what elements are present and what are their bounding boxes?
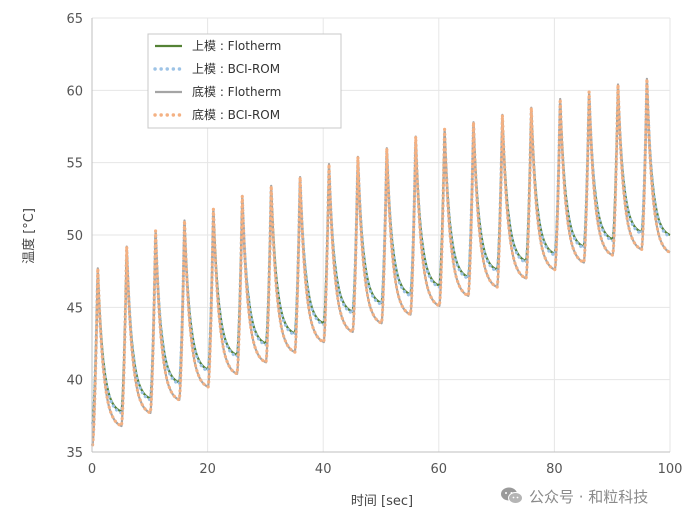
y-tick-label: 35	[66, 446, 83, 461]
legend-label-2: 上模 : BCI-ROM	[192, 62, 280, 76]
wechat-icon	[500, 486, 524, 506]
chart-axes	[91, 18, 670, 453]
y-tick-label: 45	[66, 301, 83, 316]
y-tick-label: 55	[66, 157, 83, 172]
chart-ticks: 0 20 40 60 80 100 35 40 45 50 55 60 65	[66, 12, 682, 477]
x-tick-label: 100	[658, 462, 683, 477]
x-tick-label: 20	[199, 462, 216, 477]
legend-label-4: 底模 : BCI-ROM	[192, 107, 280, 122]
watermark-text: 公众号 · 和粒科技	[529, 487, 649, 506]
y-axis-title: 温度 [°C]	[21, 208, 37, 264]
chart-series	[91, 77, 672, 447]
x-axis-title: 时间 [sec]	[351, 494, 413, 509]
y-tick-label: 50	[66, 229, 83, 244]
y-tick-label: 60	[66, 84, 83, 99]
series-line-2	[91, 82, 672, 425]
legend-box	[147, 33, 342, 129]
y-tick-label: 65	[66, 12, 83, 27]
x-tick-label: 0	[88, 462, 96, 477]
x-tick-label: 60	[431, 462, 448, 477]
series-line-4	[91, 77, 672, 447]
legend-label-3: 底模 : Flotherm	[192, 84, 281, 99]
x-tick-label: 80	[546, 462, 563, 477]
legend-label-1: 上模 : Flotherm	[192, 39, 281, 53]
chart-legend: 上模 : Flotherm 上模 : BCI-ROM 底模 : Flotherm 底模…	[147, 33, 342, 129]
y-tick-label: 40	[66, 374, 83, 389]
x-tick-label: 40	[315, 462, 332, 477]
watermark: 公众号 · 和粒科技	[500, 483, 695, 509]
